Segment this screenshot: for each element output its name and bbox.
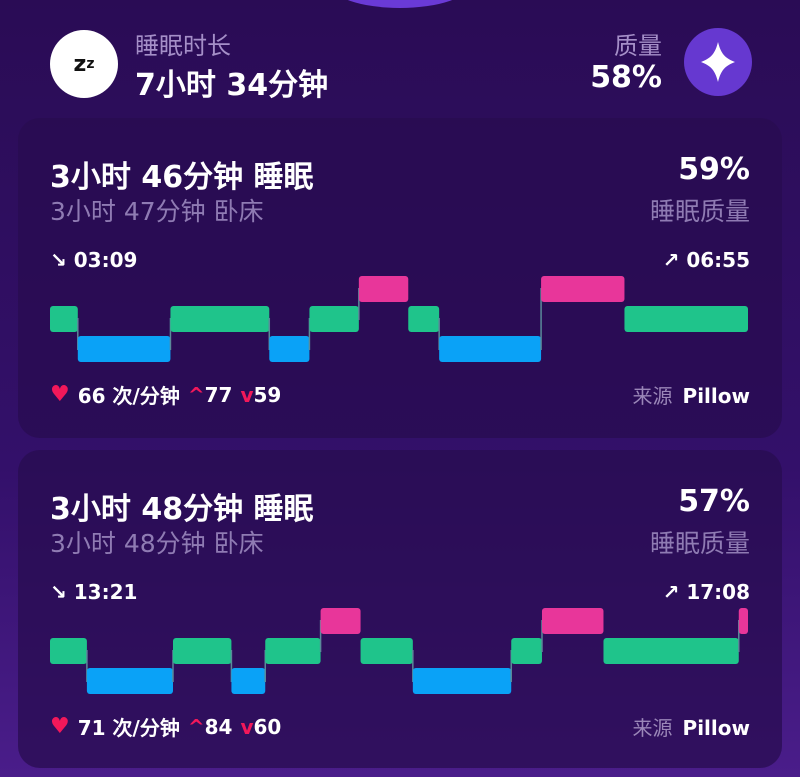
session-quality: 57% [678, 484, 750, 519]
stage-segment-awake [738, 608, 748, 634]
stage-segment-awake [320, 608, 361, 634]
stage-segment-light [50, 306, 78, 332]
heart-rate: ♥ 66 次/分钟 ^77 v59 [50, 380, 281, 409]
heart-icon: ♥ [50, 382, 70, 407]
source-value: Pillow [682, 384, 750, 408]
top-handle [330, 0, 470, 8]
stage-segment-light [170, 306, 270, 332]
stage-segment-awake [541, 276, 625, 302]
hr-max: 84 [204, 714, 233, 739]
stage-segment-deep [269, 336, 310, 362]
session-quality-label: 睡眠质量 [649, 529, 750, 558]
sleep-session-card[interactable]: 3小时 48分钟 睡眠 3小时 48分钟 卧床 57% 睡眠质量 ↘ 13:21… [18, 450, 782, 768]
end-time: ↗ 17:08 [663, 580, 750, 604]
heart-rate-value: 66 次/分钟 [77, 384, 180, 408]
start-time: ↘ 03:09 [50, 248, 137, 272]
session-quality: 59% [678, 152, 750, 187]
hypnogram [50, 608, 748, 694]
chevron-down-icon: v [240, 714, 254, 739]
end-time-value: 17:08 [686, 580, 750, 604]
session-title: 3小时 48分钟 睡眠 [50, 492, 314, 527]
in-bed-time: 3小时 47分钟 卧床 [50, 197, 264, 226]
stage-segment-light [624, 306, 748, 332]
arrow-down-right-icon: ↘ [50, 580, 67, 604]
session-quality-label: 睡眠质量 [649, 197, 750, 226]
stage-segment-light [408, 306, 440, 332]
sleep-session-card[interactable]: 3小时 46分钟 睡眠 3小时 47分钟 卧床 59% 睡眠质量 ↘ 03:09… [18, 118, 782, 438]
source-value: Pillow [682, 716, 750, 740]
chevron-up-icon: ^ [187, 382, 205, 407]
hr-max: 77 [204, 382, 233, 407]
arrow-down-right-icon: ↘ [50, 248, 67, 272]
source-label: 来源 [632, 384, 673, 408]
stage-segment-light [50, 638, 87, 664]
stage-segment-light [511, 638, 542, 664]
hypnogram [50, 276, 748, 362]
quality-label: 质量 [614, 32, 662, 60]
start-time-value: 13:21 [73, 580, 138, 604]
arrow-up-right-icon: ↗ [662, 248, 680, 272]
chevron-up-icon: ^ [187, 714, 205, 739]
start-time: ↘ 13:21 [50, 580, 137, 604]
stage-segment-light [603, 638, 739, 664]
heart-icon: ♥ [50, 714, 70, 739]
in-bed-time: 3小时 48分钟 卧床 [50, 529, 264, 558]
start-time-value: 03:09 [73, 248, 138, 272]
stage-segment-awake [541, 608, 604, 634]
stage-segment-deep [77, 336, 171, 362]
duration-value: 7小时 34分钟 [135, 68, 329, 103]
stage-segment-deep [231, 668, 266, 694]
source: 来源 Pillow [633, 380, 750, 409]
stage-segment-deep [412, 668, 512, 694]
end-time: ↗ 06:55 [663, 248, 750, 272]
quality-value: 58% [590, 60, 662, 95]
chevron-down-icon: v [240, 382, 254, 407]
stage-segment-deep [439, 336, 542, 362]
stage-segment-light [309, 306, 359, 332]
arrow-up-right-icon: ↗ [662, 580, 680, 604]
stage-segment-light [360, 638, 413, 664]
hr-min: 60 [253, 714, 282, 739]
source-label: 来源 [632, 716, 673, 740]
duration-label: 睡眠时长 [135, 32, 231, 60]
stage-segment-deep [86, 668, 173, 694]
heart-rate-value: 71 次/分钟 [77, 716, 180, 740]
heart-rate: ♥ 71 次/分钟 ^84 v60 [50, 712, 281, 741]
stage-segment-awake [358, 276, 409, 302]
diamond-icon[interactable] [684, 28, 752, 96]
hr-min: 59 [253, 382, 282, 407]
end-time-value: 06:55 [686, 248, 750, 272]
stage-segment-light [265, 638, 321, 664]
session-title: 3小时 46分钟 睡眠 [50, 160, 314, 195]
source: 来源 Pillow [633, 712, 750, 741]
stage-segment-light [172, 638, 232, 664]
